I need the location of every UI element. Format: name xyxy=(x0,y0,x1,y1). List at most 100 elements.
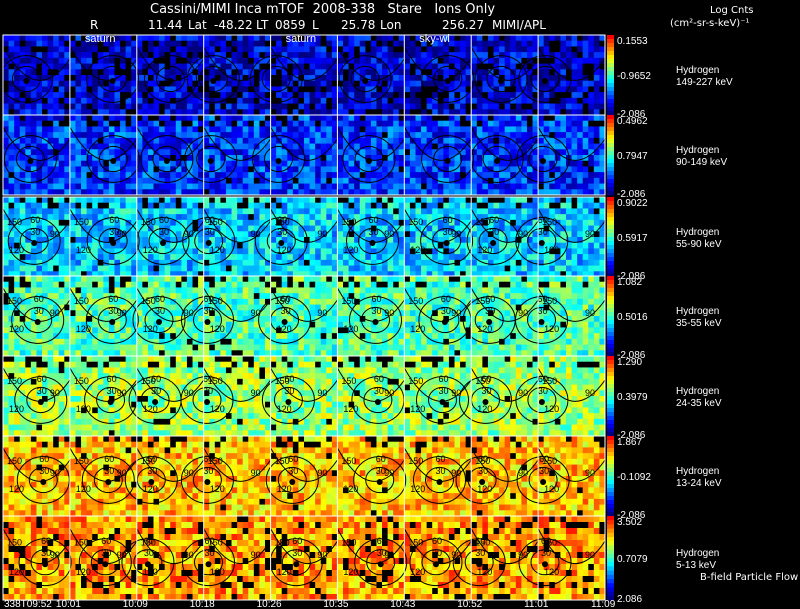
heatmap-cell xyxy=(538,237,545,244)
heatmap-cell xyxy=(326,248,333,255)
heatmap-cell xyxy=(448,132,455,139)
heatmap-cell xyxy=(253,132,260,139)
heatmap-cell xyxy=(281,237,288,244)
heatmap-cell xyxy=(365,265,372,272)
heatmap-cell xyxy=(142,46,149,53)
heatmap-cell xyxy=(460,115,467,122)
heatmap-cell xyxy=(554,35,561,42)
heatmap-cell xyxy=(42,115,48,122)
heatmap-cell xyxy=(415,172,422,179)
heatmap-cell xyxy=(348,126,355,133)
heatmap-cell xyxy=(343,231,349,238)
heatmap-cell xyxy=(370,197,377,204)
heatmap-cell xyxy=(209,149,216,156)
heatmap-cell xyxy=(387,197,394,204)
heatmap-cell xyxy=(103,276,110,283)
heatmap-cell xyxy=(577,52,584,59)
heatmap-cell xyxy=(482,214,489,221)
heatmap-cell xyxy=(560,132,567,139)
heatmap-cell xyxy=(448,103,455,110)
heatmap-cell xyxy=(565,46,572,53)
heatmap-cell xyxy=(181,166,188,173)
heatmap-cell xyxy=(359,35,366,42)
heatmap-cell xyxy=(482,183,489,190)
pitch-angle-contour xyxy=(86,135,140,183)
heatmap-cell xyxy=(348,254,355,261)
heatmap-cell xyxy=(365,214,372,221)
heatmap-cell xyxy=(69,92,76,99)
heatmap-cell xyxy=(192,46,199,53)
heatmap-cell xyxy=(81,109,88,116)
heatmap-cell xyxy=(565,75,572,82)
heatmap-cell xyxy=(565,80,572,87)
heatmap-cell xyxy=(276,208,283,215)
heatmap-cell xyxy=(320,265,327,272)
heatmap-cell xyxy=(86,254,93,261)
heatmap-cell xyxy=(560,143,567,150)
heatmap-cell xyxy=(81,219,88,226)
heatmap-cell xyxy=(253,202,260,209)
heatmap-cell xyxy=(515,219,522,226)
heatmap-cell xyxy=(415,166,422,173)
heatmap-cell xyxy=(499,120,506,127)
heatmap-cell xyxy=(64,160,71,167)
heatmap-cell xyxy=(460,57,467,64)
heatmap-cell xyxy=(120,92,127,99)
heatmap-cell xyxy=(415,271,422,278)
heatmap-cell xyxy=(276,126,283,133)
heatmap-cell xyxy=(92,52,99,59)
heatmap-cell xyxy=(259,225,266,232)
heatmap-cell xyxy=(493,265,500,272)
heatmap-cell xyxy=(25,109,32,116)
colorbar-segment xyxy=(607,171,614,176)
heatmap-cell xyxy=(354,103,361,110)
heatmap-cell xyxy=(359,177,366,184)
heatmap-cell xyxy=(69,231,76,238)
heatmap-cell xyxy=(248,197,255,204)
heatmap-cell xyxy=(565,69,572,76)
colorbar-segment xyxy=(607,147,614,152)
heatmap-cell xyxy=(69,197,76,204)
heatmap-cell xyxy=(198,97,205,104)
heatmap-cell xyxy=(309,166,316,173)
heatmap-cell xyxy=(320,214,327,221)
heatmap-cell xyxy=(142,197,149,204)
heatmap-cell xyxy=(476,177,483,184)
heatmap-cell xyxy=(493,237,500,244)
heatmap-cell xyxy=(64,52,71,59)
heatmap-cell xyxy=(365,40,372,47)
heatmap-cell xyxy=(571,46,578,53)
heatmap-cell xyxy=(577,259,584,266)
contour-label: 120 xyxy=(210,245,225,255)
heatmap-cell xyxy=(465,86,472,93)
heatmap-cell xyxy=(81,143,88,150)
heatmap-cell xyxy=(577,132,584,139)
heatmap-cell xyxy=(510,143,517,150)
heatmap-cell xyxy=(108,183,115,190)
heatmap-cell xyxy=(493,214,500,221)
heatmap-cell xyxy=(25,57,32,64)
heatmap-cell xyxy=(538,271,545,278)
heatmap-cell xyxy=(242,103,249,110)
heatmap-cell xyxy=(532,52,539,59)
heatmap-cell xyxy=(348,242,355,249)
heatmap-cell xyxy=(331,237,338,244)
heatmap-cell xyxy=(264,231,271,238)
heatmap-cell xyxy=(526,63,533,70)
heatmap-cell xyxy=(426,172,433,179)
heatmap-cell xyxy=(25,208,32,215)
heatmap-cell xyxy=(543,115,550,122)
heatmap-cell xyxy=(382,69,389,76)
heatmap-cell xyxy=(92,160,99,167)
heatmap-cell xyxy=(97,132,104,139)
heatmap-cell xyxy=(476,172,483,179)
heatmap-cell xyxy=(108,149,115,156)
heatmap-cell xyxy=(404,202,411,209)
heatmap-cell xyxy=(53,40,60,47)
heatmap-cell xyxy=(281,177,288,184)
heatmap-cell xyxy=(337,120,344,127)
heatmap-cell xyxy=(30,333,37,340)
pitch-angle-contour xyxy=(403,208,472,243)
heatmap-cell xyxy=(159,271,166,278)
heatmap-cell xyxy=(376,155,383,162)
